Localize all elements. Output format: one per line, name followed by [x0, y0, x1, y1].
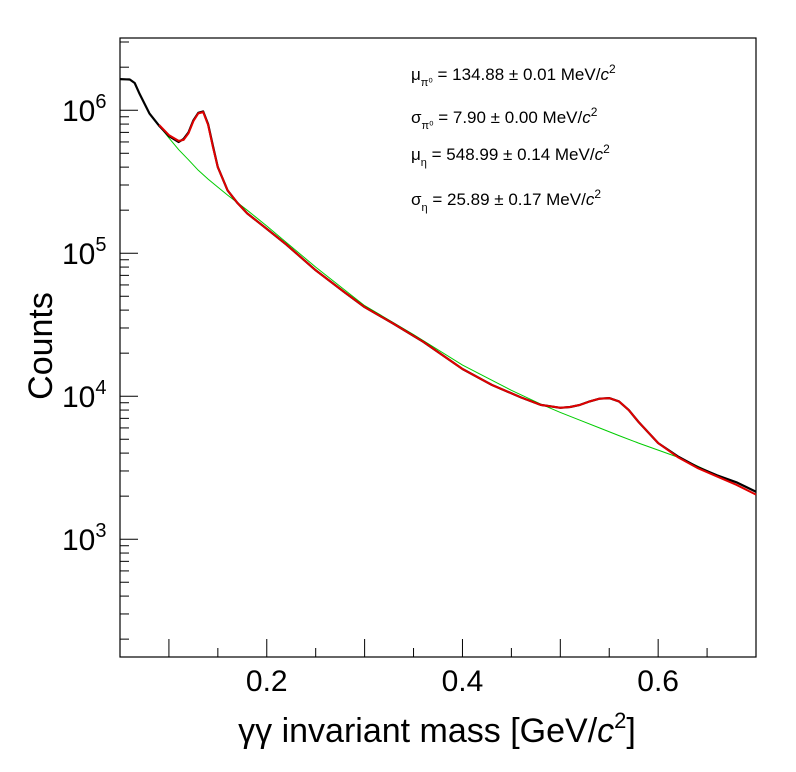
x-tick-label: 0.4 [442, 665, 484, 698]
fit-parameter-label: ση = 25.89 ± 0.17 MeV/c2 [411, 187, 601, 214]
y-tick-label: 106 [62, 91, 107, 128]
series-group [119, 78, 757, 496]
plot-frame [119, 37, 757, 658]
fit-parameter-label: μπ⁰ = 134.88 ± 0.01 MeV/c2 [411, 62, 616, 89]
y-tick-label: 104 [62, 377, 107, 414]
x-tick-label: 0.6 [637, 665, 679, 698]
y-tick-label: 103 [62, 520, 107, 557]
fit-parameter-label: σπ⁰ = 7.90 ± 0.00 MeV/c2 [411, 105, 598, 132]
x-axis-label: γγ invariant mass [GeV/c2] [238, 708, 636, 750]
series-background-line [158, 125, 757, 496]
y-tick-label: 105 [62, 234, 107, 271]
series-fit-line [158, 111, 757, 496]
x-tick-label: 0.2 [246, 665, 288, 698]
annotation-group: μπ⁰ = 134.88 ± 0.01 MeV/c2 σπ⁰ = 7.90 ± 0… [411, 62, 616, 214]
y-axis-ticks: 103 104 105 106 [62, 41, 138, 640]
y-axis-label: Counts [22, 292, 60, 400]
series-data-line [119, 78, 757, 493]
x-axis-ticks: 0.2 0.4 0.6 [119, 639, 757, 698]
fit-parameter-label: μη = 548.99 ± 0.14 MeV/c2 [411, 142, 610, 169]
